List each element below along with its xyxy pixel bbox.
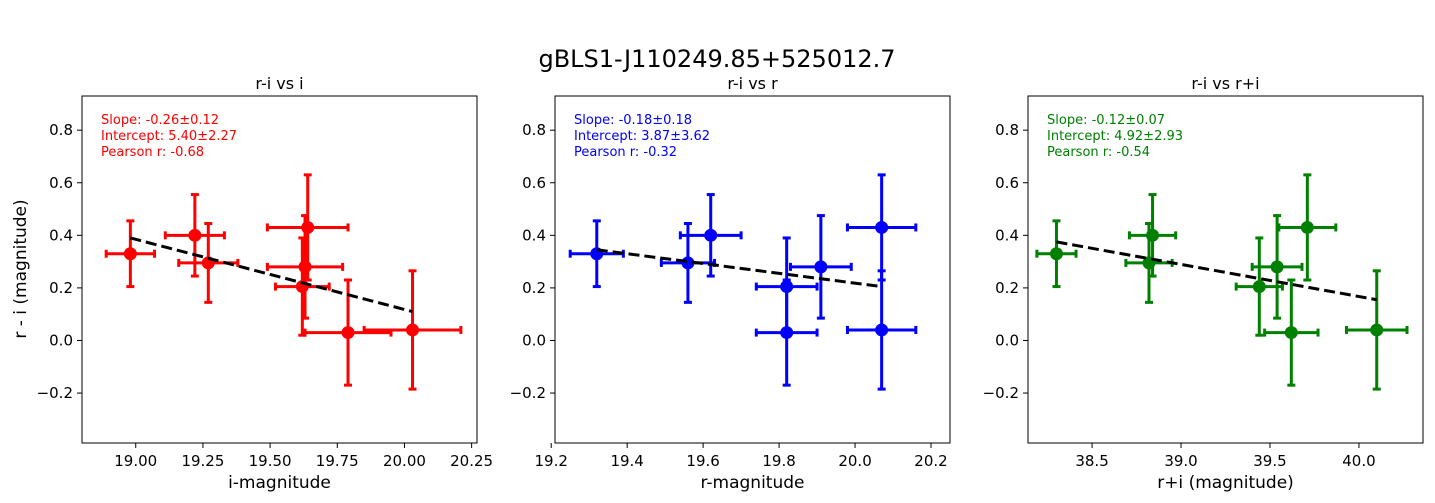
data-point: [875, 323, 889, 337]
chart-title: r-i vs r: [727, 74, 778, 93]
chart-title: r-i vs i: [255, 74, 303, 93]
y-tick-label: 0.2: [995, 279, 1019, 297]
data-point: [1049, 247, 1063, 261]
data-point: [780, 326, 794, 340]
fit-annotation: Intercept: 4.92±2.93: [1047, 129, 1183, 144]
x-tick-label: 19.4: [610, 452, 643, 470]
y-tick-label: 0.4: [49, 226, 73, 244]
fit-annotation: Pearson r: -0.68: [101, 145, 204, 160]
chart-panel-3: r-i vs r+i r+i (magnitude) 38.5 39.0 39.5 40.…: [983, 74, 1424, 493]
x-tick-label: 20.25: [450, 452, 493, 470]
data-point: [301, 220, 315, 234]
data-point: [875, 220, 889, 234]
data-point: [1370, 323, 1384, 337]
data-point: [814, 260, 828, 274]
data-point: [341, 326, 355, 340]
y-tick-label: 0.6: [522, 174, 546, 192]
y-tick-label: 0.6: [49, 174, 73, 192]
fit-annotation: Slope: -0.12±0.07: [1047, 113, 1165, 128]
x-tick-label: 20.2: [914, 452, 947, 470]
chart-panel-2: r-i vs r r-magnitude 19.2 19.4 19.6 19.8 20.0 2…: [510, 74, 951, 493]
y-axis-label: r - i (magnitude): [11, 199, 31, 338]
plot-frame: [81, 95, 478, 444]
fit-annotation: Pearson r: -0.54: [1047, 145, 1150, 160]
y-tick-label: 0.0: [995, 331, 1019, 349]
data-point: [1284, 326, 1298, 340]
x-tick-label: 19.25: [181, 452, 224, 470]
data-point: [1252, 280, 1266, 294]
y-tick-label: −0.2: [983, 384, 1019, 402]
y-tick-label: 0.2: [49, 279, 73, 297]
x-tick-label: 20.00: [383, 452, 426, 470]
data-point: [188, 228, 202, 242]
y-tick-label: 0.8: [995, 121, 1019, 139]
y-tick-label: 0.6: [995, 174, 1019, 192]
y-tick-label: 0.8: [49, 121, 73, 139]
data-point: [298, 260, 312, 274]
x-tick-label: 19.8: [762, 452, 795, 470]
x-axis-label: i-magnitude: [228, 473, 331, 493]
plot-frame: [1027, 95, 1424, 444]
fit-annotation: Slope: -0.18±0.18: [574, 113, 692, 128]
data-point: [406, 323, 420, 337]
x-tick-label: 19.75: [316, 452, 359, 470]
y-tick-label: 0.4: [995, 226, 1019, 244]
data-point: [1300, 220, 1314, 234]
x-tick-label: 19.00: [114, 452, 157, 470]
chart-title: r-i vs r+i: [1191, 74, 1259, 93]
fit-annotation: Slope: -0.26±0.12: [101, 113, 219, 128]
x-axis-label: r-magnitude: [701, 473, 805, 493]
data-point: [704, 228, 718, 242]
x-tick-label: 40.0: [1342, 452, 1375, 470]
fit-line: [129, 236, 413, 314]
y-tick-label: 0.2: [522, 279, 546, 297]
y-tick-label: 0.8: [522, 121, 546, 139]
x-tick-label: 20.0: [838, 452, 871, 470]
fit-annotation: Pearson r: -0.32: [574, 145, 677, 160]
data-point: [123, 247, 137, 261]
x-axis-label: r+i (magnitude): [1157, 473, 1294, 493]
y-tick-label: 0.4: [522, 226, 546, 244]
fit-annotation: Intercept: 5.40±2.27: [101, 129, 237, 144]
plot-frame: [554, 95, 951, 444]
y-tick-label: −0.2: [510, 384, 546, 402]
y-tick-label: 0.0: [49, 331, 73, 349]
x-tick-label: 38.5: [1075, 452, 1108, 470]
chart-panel-1: r-i vs i i-magnitude 19.00 19.25 19.50 19.75 2…: [37, 74, 494, 493]
x-tick-label: 39.5: [1253, 452, 1286, 470]
x-tick-label: 39.0: [1164, 452, 1197, 470]
x-tick-label: 19.6: [686, 452, 719, 470]
data-point: [1270, 260, 1284, 274]
x-tick-label: 19.2: [534, 452, 567, 470]
y-tick-label: −0.2: [37, 384, 73, 402]
x-tick-label: 19.50: [249, 452, 292, 470]
y-tick-label: 0.0: [522, 331, 546, 349]
figure-suptitle: gBLS1-J110249.85+525012.7: [538, 45, 895, 73]
data-point: [1146, 228, 1160, 242]
fit-line: [1056, 240, 1378, 302]
fit-annotation: Intercept: 3.87±3.62: [574, 129, 710, 144]
